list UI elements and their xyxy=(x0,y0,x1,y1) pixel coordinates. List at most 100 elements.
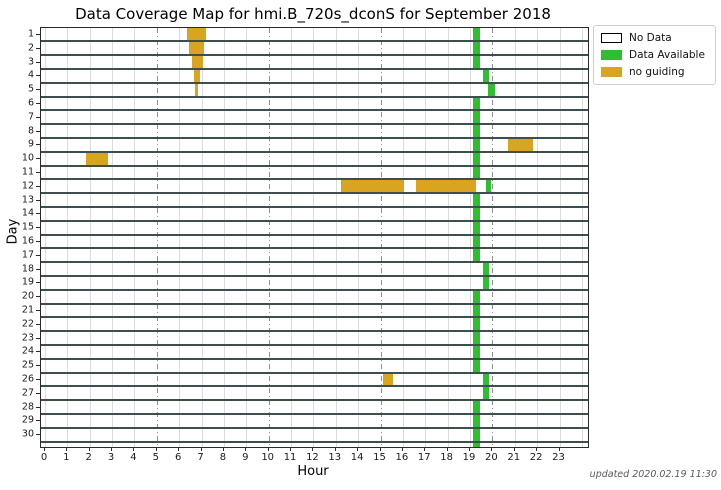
data-segment xyxy=(187,28,207,42)
day-row-line xyxy=(41,178,588,181)
day-row-line xyxy=(41,192,588,195)
gridline-minor xyxy=(45,28,46,447)
gridline-minor xyxy=(291,28,293,447)
legend-item: No Data xyxy=(601,32,708,44)
y-tick-label: 18 xyxy=(21,263,34,274)
day-row-line xyxy=(41,274,588,277)
x-tick-label: 13 xyxy=(328,452,342,463)
y-tick-label: 24 xyxy=(21,345,34,357)
x-tick xyxy=(155,447,157,451)
gridline-minor xyxy=(425,28,427,447)
day-row-line xyxy=(41,164,588,167)
day-row-line xyxy=(41,288,588,291)
y-tick-label: 30 xyxy=(21,428,34,440)
day-row-line xyxy=(41,426,588,429)
data-segment xyxy=(473,207,481,222)
y-tick xyxy=(36,420,40,422)
y-tick-label: 17 xyxy=(21,249,34,261)
gridline-minor xyxy=(112,28,114,447)
data-segment xyxy=(473,221,481,235)
y-tick xyxy=(36,434,40,436)
y-tick-label: 7 xyxy=(27,111,34,123)
y-tick-label: 14 xyxy=(21,207,34,219)
data-segment xyxy=(473,428,481,447)
x-tick-label: 0 xyxy=(40,452,48,463)
data-segment xyxy=(483,276,490,291)
data-segment xyxy=(382,373,393,387)
x-tick-label: 7 xyxy=(197,452,204,463)
gridline-minor xyxy=(134,28,136,447)
y-tick xyxy=(36,47,40,49)
legend-label: Data Available xyxy=(629,49,705,61)
data-segment xyxy=(473,248,481,263)
x-tick xyxy=(111,447,113,451)
x-tick-label: 4 xyxy=(130,452,137,463)
legend-swatch xyxy=(601,50,622,60)
day-row-line xyxy=(41,95,588,98)
x-tick-label: 3 xyxy=(107,452,115,463)
day-row-line xyxy=(41,205,588,208)
day-row-line xyxy=(41,316,588,319)
legend-item: no guiding xyxy=(601,66,708,78)
data-segment xyxy=(473,152,481,166)
gridline-minor xyxy=(201,28,203,447)
data-segment xyxy=(416,179,476,194)
day-row-line xyxy=(41,150,588,153)
day-row-line xyxy=(41,123,588,126)
gridline-minor xyxy=(402,28,404,447)
x-tick xyxy=(424,447,426,451)
day-row-line xyxy=(41,67,588,70)
y-tick-label: 9 xyxy=(27,138,34,150)
data-segment xyxy=(483,386,490,401)
data-segment xyxy=(473,55,481,70)
x-tick-label: 19 xyxy=(462,452,476,463)
y-tick xyxy=(36,116,40,118)
x-tick xyxy=(558,447,560,451)
data-segment xyxy=(473,414,481,429)
data-segment xyxy=(473,345,481,360)
day-row-line xyxy=(41,247,588,250)
x-tick-label: 18 xyxy=(440,452,454,463)
y-tick xyxy=(36,254,40,256)
x-tick-label: 1 xyxy=(63,452,70,463)
y-tick-label: 19 xyxy=(21,276,34,288)
data-segment xyxy=(86,152,108,166)
y-tick-label: 11 xyxy=(21,166,34,178)
y-tick-label: 3 xyxy=(27,56,34,67)
data-segment xyxy=(473,290,481,304)
x-tick xyxy=(357,447,359,451)
y-tick-label: 6 xyxy=(27,97,34,109)
y-tick-label: 21 xyxy=(21,304,34,316)
day-row-line xyxy=(41,81,588,84)
y-tick xyxy=(36,171,40,173)
y-tick xyxy=(36,378,40,380)
y-tick-label: 16 xyxy=(21,235,34,247)
day-row-line xyxy=(41,219,588,222)
x-tick xyxy=(44,447,45,451)
y-tick xyxy=(36,296,40,298)
y-tick-label: 10 xyxy=(21,152,34,164)
gridline-minor xyxy=(223,28,225,447)
legend-label: no guiding xyxy=(629,66,685,78)
y-tick-label: 8 xyxy=(27,125,34,136)
data-segment xyxy=(473,235,481,249)
gridline-minor xyxy=(246,28,248,447)
day-row-line xyxy=(41,440,588,443)
x-tick xyxy=(245,447,247,451)
data-segment xyxy=(473,193,481,208)
x-tick-label: 5 xyxy=(152,452,160,463)
x-tick-label: 23 xyxy=(552,452,565,463)
data-segment xyxy=(473,138,481,153)
x-tick-label: 8 xyxy=(219,452,227,463)
data-segment xyxy=(473,317,481,332)
day-row-line xyxy=(41,371,588,374)
x-tick-label: 6 xyxy=(175,452,182,463)
data-segment xyxy=(473,331,481,346)
data-segment xyxy=(483,373,490,387)
x-tick xyxy=(312,447,314,451)
gridline-minor xyxy=(537,28,539,447)
gridline-major xyxy=(268,28,270,447)
x-tick-label: 9 xyxy=(242,452,249,463)
x-tick-label: 14 xyxy=(350,452,364,463)
